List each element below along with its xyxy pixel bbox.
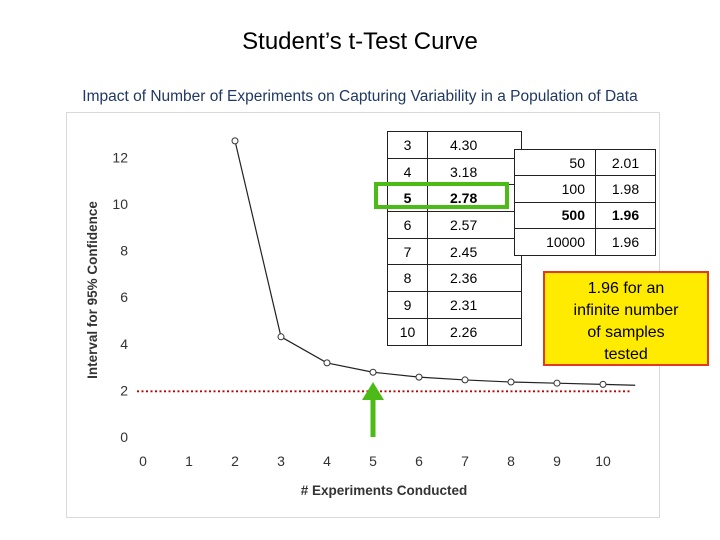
series-line bbox=[234, 140, 636, 386]
y-tick-label: 4 bbox=[120, 336, 128, 352]
t-value-table-large-n: 50 2.01 100 1.98 500 1.96 10000 1.96 bbox=[514, 148, 656, 256]
data-point bbox=[461, 376, 469, 384]
sample-count-cell: 500 bbox=[514, 201, 596, 230]
table-left-row: 3 4.30 bbox=[387, 131, 522, 159]
x-tick-label: 2 bbox=[231, 453, 239, 469]
t-value-cell: 3.18 bbox=[427, 157, 522, 186]
data-point bbox=[369, 368, 377, 376]
y-tick-label: 10 bbox=[112, 196, 128, 212]
table-right-row: 10000 1.96 bbox=[514, 228, 656, 256]
x-tick-label: 1 bbox=[185, 453, 193, 469]
table-left-row: 8 2.36 bbox=[387, 264, 522, 293]
table-left-row: 10 2.26 bbox=[387, 317, 522, 346]
t-value-cell: 1.96 bbox=[595, 201, 656, 230]
sample-count-cell: 50 bbox=[514, 148, 596, 177]
data-point bbox=[277, 333, 285, 341]
slide-title: Student’s t-Test Curve bbox=[242, 28, 478, 55]
x-tick-label: 9 bbox=[553, 453, 561, 469]
x-tick-label: 3 bbox=[277, 453, 285, 469]
slide-subtitle: Impact of Number of Experiments on Captu… bbox=[82, 88, 638, 105]
table-left-row: 4 3.18 bbox=[387, 157, 522, 186]
highlight-row-5 bbox=[374, 182, 509, 209]
callout-line: of samples bbox=[587, 324, 665, 341]
sample-count-cell: 10 bbox=[387, 317, 428, 346]
table-left-row: 6 2.57 bbox=[387, 211, 522, 239]
arrow-head bbox=[362, 382, 384, 400]
x-tick-label: 6 bbox=[415, 453, 423, 469]
x-tick-label: 7 bbox=[461, 453, 469, 469]
table-right-row: 100 1.98 bbox=[514, 175, 656, 203]
table-right-row: 50 2.01 bbox=[514, 148, 656, 177]
sample-count-cell: 4 bbox=[387, 157, 428, 186]
y-axis-title: Interval for 95% Confidence bbox=[85, 201, 100, 379]
t-value-cell: 2.36 bbox=[427, 264, 522, 293]
t-value-cell: 2.45 bbox=[427, 237, 522, 266]
x-tick-label: 5 bbox=[369, 453, 377, 469]
t-value-cell: 1.96 bbox=[595, 228, 656, 256]
data-point bbox=[231, 137, 239, 145]
y-tick-label: 12 bbox=[112, 149, 128, 165]
callout-line: infinite number bbox=[573, 302, 679, 319]
t-value-cell: 1.98 bbox=[595, 175, 656, 203]
t-value-cell: 2.26 bbox=[427, 317, 522, 346]
data-point bbox=[599, 380, 607, 388]
sample-count-cell: 9 bbox=[387, 291, 428, 319]
x-tick-label: 4 bbox=[323, 453, 331, 469]
t-value-table-small-n: 3 4.30 4 3.18 5 2.78 6 2.57 7 2.45 8 2.36 9 2.31 10 2.2… bbox=[387, 131, 522, 346]
x-tick-label: 10 bbox=[595, 453, 611, 469]
sample-count-cell: 8 bbox=[387, 264, 428, 293]
x-tick-label: 0 bbox=[139, 453, 147, 469]
t-value-cell: 2.57 bbox=[427, 211, 522, 239]
callout-line: tested bbox=[604, 346, 648, 363]
table-left-row: 7 2.45 bbox=[387, 237, 522, 266]
t-value-cell: 2.01 bbox=[595, 148, 656, 177]
x-tick-label: 8 bbox=[507, 453, 515, 469]
y-tick-label: 0 bbox=[120, 429, 128, 445]
sample-count-cell: 3 bbox=[387, 131, 428, 159]
sample-count-cell: 6 bbox=[387, 211, 428, 239]
data-point bbox=[415, 373, 423, 381]
t-value-cell: 2.31 bbox=[427, 291, 522, 319]
y-tick-label: 6 bbox=[120, 289, 128, 305]
sample-count-cell: 7 bbox=[387, 237, 428, 266]
data-point bbox=[323, 359, 331, 367]
y-tick-label: 2 bbox=[120, 382, 128, 398]
x-axis-title: # Experiments Conducted bbox=[301, 483, 468, 498]
table-left-row: 9 2.31 bbox=[387, 291, 522, 319]
data-point bbox=[507, 378, 515, 386]
sample-count-cell: 100 bbox=[514, 175, 596, 203]
table-right-row: 500 1.96 bbox=[514, 201, 656, 230]
infinite-samples-callout: 1.96 for an infinite number of samples t… bbox=[543, 271, 709, 366]
y-tick-label: 8 bbox=[120, 243, 128, 259]
sample-count-cell: 10000 bbox=[514, 228, 596, 256]
data-point bbox=[553, 379, 561, 387]
callout-line: 1.96 for an bbox=[587, 280, 665, 297]
t-value-cell: 4.30 bbox=[427, 131, 522, 159]
